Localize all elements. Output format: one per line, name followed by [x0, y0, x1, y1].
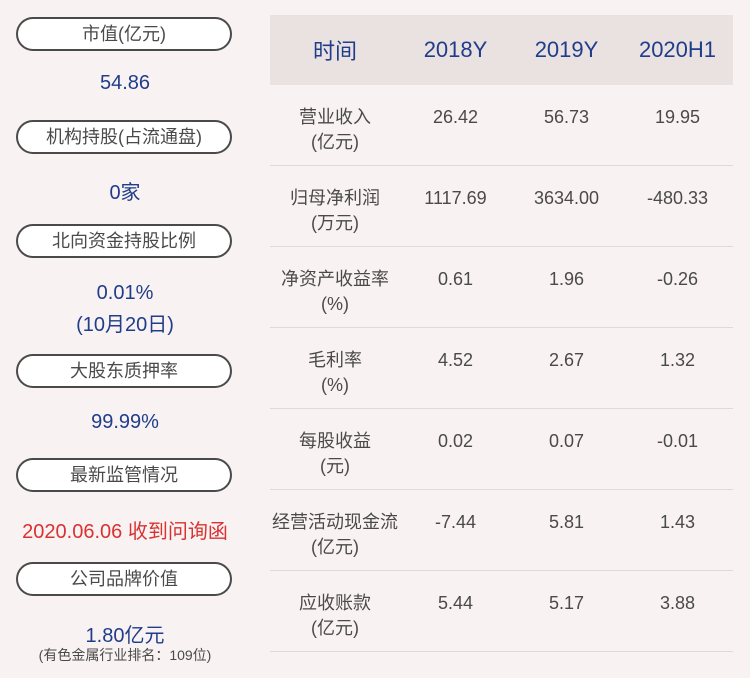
northbound-value: 0.01% — [96, 282, 154, 304]
row-label-name: 毛利率 — [308, 350, 362, 370]
table-row: 每股收益 (元) 0.02 0.07 -0.01 — [270, 409, 733, 490]
row-label: 毛利率 (%) — [270, 328, 400, 408]
row-label: 净资产收益率 (%) — [270, 247, 400, 327]
cell-2018: 0.61 — [437, 269, 474, 289]
table-header: 时间 2018Y 2019Y 2020H1 — [270, 15, 733, 85]
northbound-label: 北向资金持股比例 — [16, 224, 232, 258]
row-label-unit: (万元) — [311, 213, 359, 233]
row-label: 经营活动现金流 (亿元) — [270, 490, 400, 570]
pledge-label: 大股东质押率 — [16, 354, 232, 388]
brand-value: 1.80亿元 — [85, 625, 165, 647]
cell-2018: 5.44 — [437, 593, 474, 613]
cell-2020h1: -0.26 — [656, 269, 699, 289]
cell-2019: 2.67 — [548, 350, 585, 370]
market-cap-value: 54.86 — [99, 72, 151, 94]
row-label-name: 每股收益 — [299, 431, 371, 451]
table-row: 毛利率 (%) 4.52 2.67 1.32 — [270, 328, 733, 409]
cell-2018: 1117.69 — [424, 188, 487, 208]
cell-2018: 26.42 — [432, 107, 479, 127]
cell-2019: 3634.00 — [533, 188, 600, 208]
cell-2018: -7.44 — [434, 512, 477, 532]
table-row: 营业收入 (亿元) 26.42 56.73 19.95 — [270, 85, 733, 166]
cell-2018: 0.02 — [437, 431, 474, 451]
cell-2020h1: 3.88 — [659, 593, 696, 613]
row-label-name: 净资产收益率 — [281, 269, 389, 289]
left-panel: 市值(亿元) 54.86 机构持股(占流通盘) 0家 北向资金持股比例 0.01… — [0, 0, 250, 678]
cell-2020h1: -480.33 — [646, 188, 709, 208]
brand-label: 公司品牌价值 — [16, 562, 232, 596]
table-row: 净资产收益率 (%) 0.61 1.96 -0.26 — [270, 247, 733, 328]
table-row: 应收账款 (亿元) 5.44 5.17 3.88 — [270, 571, 733, 652]
brand-rank: (有色金属行业排名：109位) — [38, 647, 212, 663]
header-time: 时间 — [312, 39, 357, 64]
cell-2019: 56.73 — [543, 107, 590, 127]
row-label-unit: (%) — [321, 294, 349, 314]
row-label-unit: (亿元) — [311, 618, 359, 638]
row-label: 每股收益 (元) — [270, 409, 400, 489]
header-2020h1: 2020H1 — [638, 37, 717, 62]
row-label-unit: (亿元) — [311, 132, 359, 152]
market-cap-label: 市值(亿元) — [16, 17, 232, 51]
row-label: 应收账款 (亿元) — [270, 571, 400, 651]
financial-table: 时间 2018Y 2019Y 2020H1 营业收入 (亿元) 26.42 56… — [270, 15, 733, 652]
cell-2019: 0.07 — [548, 431, 585, 451]
cell-2020h1: 19.95 — [654, 107, 701, 127]
regulation-value: 2020.06.06 收到问询函 — [22, 521, 228, 543]
row-label-name: 应收账款 — [299, 593, 371, 613]
row-label: 营业收入 (亿元) — [270, 85, 400, 165]
cell-2019: 1.96 — [548, 269, 585, 289]
row-label-unit: (%) — [321, 375, 349, 395]
institution-value: 0家 — [109, 182, 141, 204]
row-label: 归母净利润 (万元) — [270, 166, 400, 246]
row-label-name: 归母净利润 — [290, 188, 380, 208]
row-label-name: 经营活动现金流 — [272, 512, 398, 532]
cell-2019: 5.81 — [548, 512, 585, 532]
row-label-unit: (亿元) — [311, 537, 359, 557]
table-row: 经营活动现金流 (亿元) -7.44 5.81 1.43 — [270, 490, 733, 571]
cell-2018: 4.52 — [437, 350, 474, 370]
header-2019: 2019Y — [534, 37, 599, 62]
regulation-label: 最新监管情况 — [16, 458, 232, 492]
pledge-value: 99.99% — [91, 411, 159, 433]
cell-2019: 5.17 — [548, 593, 585, 613]
institution-label: 机构持股(占流通盘) — [16, 120, 232, 154]
row-label-unit: (元) — [320, 456, 350, 476]
cell-2020h1: 1.32 — [659, 350, 696, 370]
northbound-date: (10月20日) — [76, 314, 174, 336]
cell-2020h1: 1.43 — [659, 512, 696, 532]
row-label-name: 营业收入 — [299, 107, 371, 127]
cell-2020h1: -0.01 — [656, 431, 699, 451]
table-row: 归母净利润 (万元) 1117.69 3634.00 -480.33 — [270, 166, 733, 247]
header-2018: 2018Y — [423, 37, 488, 62]
